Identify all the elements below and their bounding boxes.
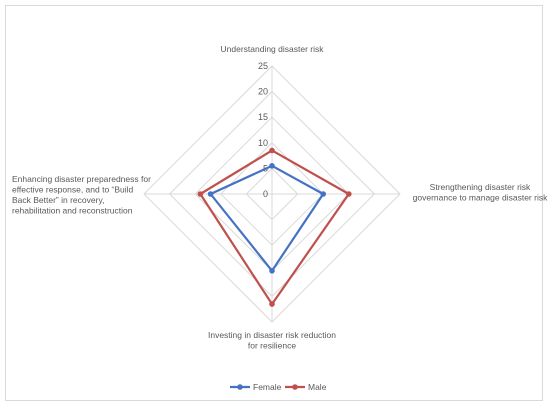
- series-line: [199, 149, 350, 306]
- legend-label: Female: [253, 382, 282, 392]
- data-point: [197, 191, 204, 197]
- legend: Female Male: [230, 382, 327, 392]
- series-layer: [197, 147, 352, 307]
- axis-label: Investing in disaster risk reduction for …: [208, 330, 336, 351]
- axis-label: Understanding disaster risk: [221, 44, 325, 54]
- legend-item-male: Male: [285, 382, 327, 392]
- data-point: [269, 268, 275, 274]
- tick-label: 20: [258, 87, 268, 97]
- data-point: [346, 191, 352, 197]
- tick-label: 10: [258, 138, 268, 148]
- axis-labels: Understanding disaster risk Strengthening…: [12, 44, 548, 351]
- grid-layer: [143, 65, 401, 323]
- series-male: [197, 147, 352, 307]
- legend-label: Male: [308, 382, 327, 392]
- axis-label: Enhancing disaster preparedness for effec…: [12, 174, 151, 216]
- tick-label: 0: [263, 189, 268, 199]
- legend-item-female: Female: [230, 382, 282, 392]
- data-point: [269, 147, 275, 154]
- tick-label: 25: [258, 61, 268, 71]
- axis-label: Strengthening disaster risk governance to…: [413, 182, 548, 203]
- series-female: [207, 163, 327, 274]
- chart-area: [5, 5, 543, 401]
- data-point: [320, 191, 327, 197]
- data-point: [269, 163, 275, 169]
- legend-marker: [237, 384, 243, 390]
- tick-label: 15: [258, 112, 268, 122]
- data-point: [269, 301, 275, 307]
- legend-marker: [292, 384, 298, 390]
- data-point: [207, 191, 214, 197]
